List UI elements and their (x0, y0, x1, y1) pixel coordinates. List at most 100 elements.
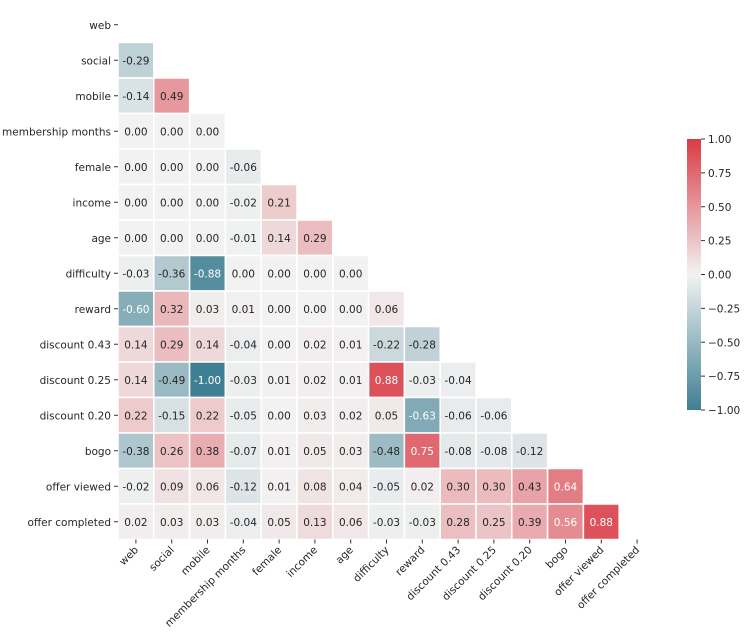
cell-value-label: 0.00 (267, 304, 290, 316)
cell-value-label: -0.05 (373, 481, 400, 493)
x-tick-label: bogo (544, 544, 571, 571)
cell-value-label: 0.02 (303, 375, 326, 387)
cell-value-label: 0.00 (160, 162, 183, 174)
cell-value-label: 0.01 (267, 481, 290, 493)
cell-value-label: -0.12 (230, 481, 257, 493)
cell-value-label: 0.00 (196, 233, 219, 245)
cell-value-label: 0.01 (232, 304, 255, 316)
cell-value-label: -0.06 (445, 410, 472, 422)
heatmap-cell (117, 432, 155, 470)
cell-value-label: -0.06 (480, 410, 507, 422)
cell-value-label: 0.06 (375, 304, 399, 316)
cell-value-label: 0.03 (303, 410, 326, 422)
cell-value-label: 0.06 (196, 481, 220, 493)
x-tick-label: reward (393, 544, 427, 578)
cell-value-label: -0.05 (230, 410, 257, 422)
cell-value-label: -0.29 (122, 55, 149, 67)
colorbar-tick-label: −1.00 (708, 405, 740, 417)
cell-value-label: 0.00 (124, 126, 147, 138)
heatmap-cell (117, 290, 155, 328)
heatmap-cell (511, 503, 549, 541)
heatmap-cell (117, 254, 155, 292)
cell-value-label: 0.00 (339, 304, 362, 316)
cell-value-label: -0.63 (409, 410, 436, 422)
cell-value-label: 0.75 (411, 446, 434, 458)
cell-value-label: 0.00 (303, 268, 326, 280)
cell-value-label: 0.00 (160, 197, 183, 209)
cell-value-label: 0.30 (446, 481, 469, 493)
heatmap-cell (224, 219, 262, 257)
y-tick-label: offer completed (28, 517, 111, 529)
heatmap-cell (475, 432, 513, 470)
cell-value-label: 0.00 (196, 197, 219, 209)
heatmap-cell (296, 396, 334, 434)
cell-value-label: -0.60 (122, 304, 149, 316)
heatmap-cell (332, 503, 370, 541)
cell-value-label: 0.28 (446, 517, 469, 529)
cell-value-label: -0.36 (158, 268, 185, 280)
cell-value-label: 0.64 (554, 481, 578, 493)
cell-value-label: 0.00 (124, 162, 147, 174)
heatmap-cell (296, 432, 334, 470)
cell-value-label: -0.38 (122, 446, 149, 458)
colorbar-tick-label: 0.75 (708, 168, 731, 180)
cell-value-label: 0.14 (196, 339, 220, 351)
cell-value-label: 0.14 (267, 233, 291, 245)
cell-value-label: 0.00 (267, 339, 290, 351)
cell-value-label: 0.08 (303, 481, 326, 493)
cell-value-label: 0.00 (124, 233, 147, 245)
cell-value-label: 0.03 (196, 517, 219, 529)
cell-value-label: -0.02 (122, 481, 149, 493)
cell-value-label: 0.39 (518, 517, 541, 529)
cell-value-label: 0.05 (303, 446, 326, 458)
heatmap-cell (439, 361, 477, 399)
cell-value-label: 0.02 (411, 481, 434, 493)
x-tick-label: age (334, 544, 356, 566)
heatmap-cell (511, 432, 549, 470)
y-axis: web social mobile membership months female in… (2, 20, 118, 529)
heatmap-cell (188, 361, 227, 399)
heatmap-cell (403, 396, 441, 434)
colorbar-ticks: 1.00 0.75 0.50 0.25 0.00 −0.25 −0.50 −0.75 −1.00 (701, 134, 740, 417)
cell-value-label: -0.08 (445, 446, 472, 458)
cell-value-label: -0.06 (230, 162, 257, 174)
colorbar-tick-label: −0.75 (708, 371, 740, 383)
cell-value-label: 0.00 (196, 162, 219, 174)
colorbar-gradient (687, 139, 701, 410)
cell-value-label: -0.03 (373, 517, 400, 529)
y-tick-label: female (75, 162, 111, 174)
cell-value-label: -0.01 (230, 233, 257, 245)
cell-value-label: 0.14 (124, 339, 148, 351)
cell-value-label: -0.04 (230, 339, 257, 351)
y-tick-label: social (81, 55, 111, 67)
y-tick-label: bogo (85, 446, 111, 458)
heatmap-cell (188, 467, 227, 505)
x-tick-label: mobile (179, 544, 213, 578)
cell-value-label: 0.49 (160, 91, 183, 103)
heatmap-cell (367, 361, 406, 399)
heatmap-cell (153, 432, 191, 470)
heatmap-cell (403, 432, 441, 470)
cell-value-label: -0.04 (445, 375, 472, 387)
heatmap-cell (296, 361, 334, 399)
heatmap-cell (224, 467, 262, 505)
cell-value-label: -0.12 (516, 446, 543, 458)
cell-value-label: 0.00 (160, 233, 183, 245)
cell-value-label: 0.01 (339, 375, 362, 387)
heatmap-cell (260, 503, 298, 541)
cell-value-label: 0.30 (482, 481, 505, 493)
cell-value-label: -0.03 (230, 375, 257, 387)
heatmap-cell (260, 361, 298, 399)
y-tick-label: offer viewed (46, 481, 111, 493)
cell-annotations: -0.29 -0.14 0.49 0.00 0.00 0.00 0.00 0.00 0.00 -0… (122, 55, 613, 529)
heatmap-cell (332, 467, 370, 505)
cell-value-label: -0.49 (158, 375, 185, 387)
heatmap-cell (475, 467, 513, 505)
cell-value-label: 0.06 (339, 517, 363, 529)
colorbar-tick-label: −0.50 (708, 337, 740, 349)
cell-value-label: 0.32 (160, 304, 183, 316)
heatmap-cell (117, 467, 155, 505)
cell-value-label: 0.21 (267, 197, 290, 209)
